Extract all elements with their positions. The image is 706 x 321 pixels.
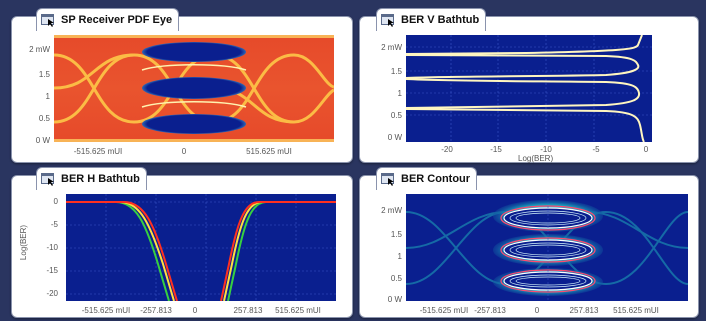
- x-tick-label: 257.813: [569, 306, 599, 315]
- panel-ber-v-bathtub: BER V Bathtub 2 mW 1.5 1 0.5 0 W -20 -15…: [359, 8, 699, 163]
- x-tick-label: -515.625 mUI: [81, 306, 131, 315]
- panel-ber-contour: BER Contour: [359, 167, 699, 318]
- x-tick-label: -20: [441, 145, 453, 154]
- y-tick-label: 0.5: [38, 114, 50, 123]
- chart-window-icon[interactable]: [381, 172, 396, 186]
- y-tick-label: 0 W: [387, 133, 402, 142]
- panel-title: BER H Bathtub: [61, 173, 140, 185]
- x-tick-label: 0: [534, 306, 540, 315]
- y-tick-label: -5: [50, 220, 58, 229]
- panel-ber-h-bathtub: BER H Bathtub 0 -5 -10 -15 -20 Log(BER) …: [11, 167, 353, 318]
- pdf-eye-plot[interactable]: [53, 35, 335, 142]
- ber-v-curve: [405, 34, 652, 143]
- ber-contour-image: [405, 194, 689, 301]
- panel-pdf-eye: SP Receiver PDF Eye: [11, 8, 353, 163]
- y-tick-label: -10: [46, 243, 58, 252]
- y-tick-label: 0: [53, 197, 58, 206]
- y-tick-label: 1.5: [390, 67, 402, 76]
- x-tick-label: 257.813: [233, 306, 263, 315]
- panel-tab[interactable]: SP Receiver PDF Eye: [36, 8, 180, 31]
- pdf-eye-image: [53, 35, 335, 142]
- ber-contour-plot[interactable]: [405, 194, 689, 301]
- x-tick-label: -515.625 mUI: [73, 147, 123, 156]
- y-tick-label: 1: [45, 92, 50, 101]
- x-tick-label: -257.813: [140, 306, 172, 315]
- y-tick-label: 2 mW: [381, 43, 402, 52]
- ber-v-plot[interactable]: [405, 34, 652, 143]
- y-tick-label: -20: [46, 289, 58, 298]
- y-tick-label: 0 W: [35, 136, 50, 145]
- x-tick-label: 0: [192, 306, 198, 315]
- y-tick-label: 1: [397, 252, 402, 261]
- panel-title: SP Receiver PDF Eye: [61, 14, 173, 26]
- y-tick-label: 0.5: [390, 274, 402, 283]
- x-tick-label: 0: [181, 147, 187, 156]
- x-tick-label: 515.625 mUI: [613, 306, 659, 315]
- y-tick-label: 2 mW: [29, 45, 50, 54]
- panel-tab[interactable]: BER Contour: [376, 167, 478, 190]
- chart-window-icon[interactable]: [381, 13, 396, 27]
- x-axis-title: Log(BER): [518, 154, 554, 163]
- y-tick-label: 1: [397, 89, 402, 98]
- y-axis-title: Log(BER): [19, 224, 29, 261]
- ber-h-curves: [66, 194, 336, 302]
- y-tick-label: 1.5: [38, 70, 50, 79]
- x-tick-label: -15: [490, 145, 502, 154]
- x-tick-label: 515.625 mUI: [246, 147, 292, 156]
- y-tick-label: 2 mW: [381, 206, 402, 215]
- x-tick-label: 515.625 mUI: [275, 306, 321, 315]
- y-tick-label: 0 W: [387, 295, 402, 304]
- chart-window-icon[interactable]: [41, 172, 56, 186]
- x-tick-label: -10: [540, 145, 552, 154]
- panel-tab[interactable]: BER H Bathtub: [36, 167, 147, 190]
- y-tick-label: 0.5: [390, 111, 402, 120]
- ber-h-plot[interactable]: [66, 194, 336, 302]
- x-tick-label: -515.625 mUI: [419, 306, 469, 315]
- y-tick-label: -15: [46, 266, 58, 275]
- panel-title: BER Contour: [401, 173, 471, 185]
- chart-window-icon[interactable]: [41, 13, 56, 27]
- y-tick-label: 1.5: [390, 230, 402, 239]
- x-tick-label: 0: [643, 145, 649, 154]
- panel-tab[interactable]: BER V Bathtub: [376, 8, 487, 31]
- panel-title: BER V Bathtub: [401, 14, 480, 26]
- x-tick-label: -257.813: [474, 306, 506, 315]
- x-tick-label: -5: [592, 145, 600, 154]
